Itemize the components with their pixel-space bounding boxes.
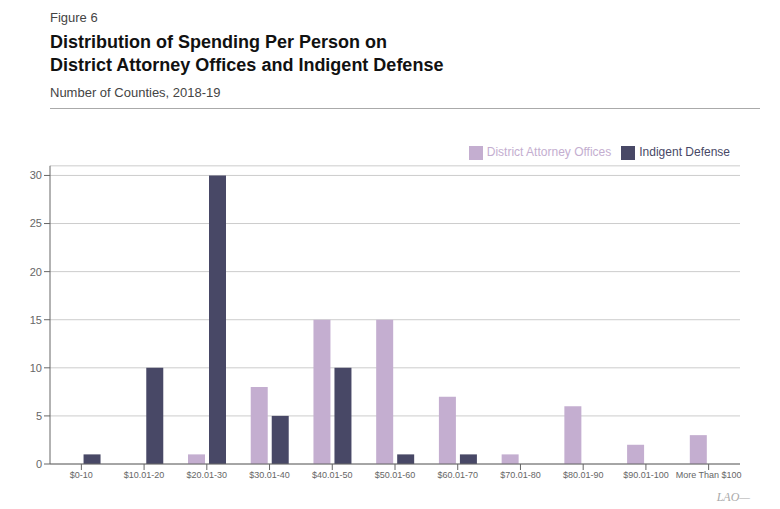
svg-text:$40.01-50: $40.01-50 [312,470,353,480]
svg-text:0: 0 [36,458,42,470]
svg-text:15: 15 [30,314,42,326]
svg-text:$90.01-100: $90.01-100 [623,470,669,480]
svg-text:20: 20 [30,266,42,278]
html-text:Distribution of Spending Per P: Distribution of Spending Per Person on [50,32,387,52]
svg-text:$50.01-60: $50.01-60 [375,470,416,480]
svg-text:$20.01-30: $20.01-30 [187,470,228,480]
html-text:Indigent Defense: Indigent Defense [639,145,730,159]
svg-text:$80.01-90: $80.01-90 [563,470,604,480]
svg-text:More Than $100: More Than $100 [676,470,742,480]
svg-text:10: 10 [30,362,42,374]
svg-text:$0-10: $0-10 [70,470,93,480]
html-text:LAO—: LAO— [716,490,750,504]
svg-text:$30.01-40: $30.01-40 [249,470,290,480]
svg-text:30: 30 [30,169,42,181]
html-text:Number of Counties, 2018-19: Number of Counties, 2018-19 [50,85,221,100]
svg-text:5: 5 [36,410,42,422]
svg-text:$70.01-80: $70.01-80 [500,470,541,480]
svg-text:25: 25 [30,217,42,229]
svg-text:$60.01-70: $60.01-70 [437,470,478,480]
html-text:District Attorney Offices: District Attorney Offices [486,145,612,159]
html-text:Figure 6: Figure 6 [50,10,98,25]
svg-text:$10.01-20: $10.01-20 [124,470,165,480]
html-text:District Attorney Offices and: District Attorney Offices and Indigent D… [50,55,444,75]
